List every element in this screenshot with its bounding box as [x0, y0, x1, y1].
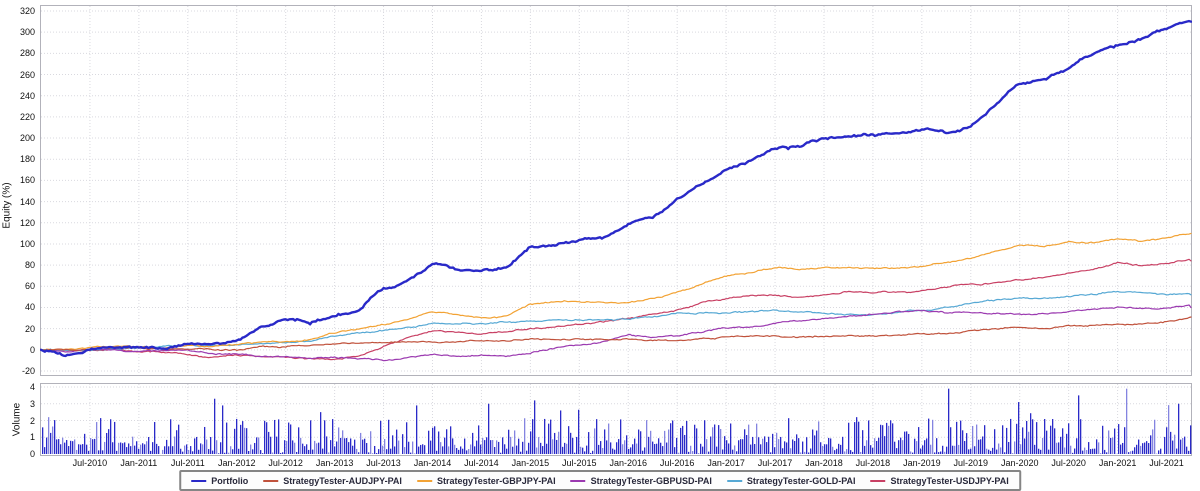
equity-y-tick-label: 100: [19, 238, 35, 249]
x-tick-label: Jan-2013: [315, 458, 354, 468]
legend-line-swatch-icon: [416, 479, 432, 482]
x-tick-label: Jul-2014: [464, 458, 499, 468]
x-tick-label: Jan-2018: [805, 458, 843, 468]
equity-y-tick-label: -20: [21, 366, 35, 376]
volume-y-tick-label: 4: [29, 382, 35, 392]
legend-label: StrategyTester-GBPUSD-PAI: [590, 475, 712, 486]
x-tick-label: Jul-2018: [855, 458, 891, 468]
legend-item: Portfolio: [191, 476, 248, 486]
legend-item: StrategyTester-GBPUSD-PAI: [570, 475, 712, 486]
x-tick-label: Jul-2017: [757, 458, 793, 468]
legend-line-swatch-icon: [263, 479, 279, 482]
volume-y-tick-label: 1: [29, 432, 35, 443]
legend-line-swatch-icon: [726, 479, 742, 482]
x-tick-label: Jul-2020: [1051, 458, 1086, 468]
equity-y-tick-label: 160: [19, 175, 35, 186]
x-tick-label: Jan-2019: [903, 458, 941, 468]
legend-label: StrategyTester-USDJPY-PAI: [890, 475, 1009, 486]
equity-y-tick-label: 300: [19, 27, 35, 38]
x-tick-label: Jan-2021: [1098, 458, 1137, 468]
equity-y-tick-label: 260: [19, 69, 35, 80]
legend-item: StrategyTester-GOLD-PAI: [726, 475, 856, 486]
equity-y-tick-label: 240: [19, 90, 35, 101]
legend-line-swatch-icon: [191, 479, 207, 482]
equity-y-tick-label: 180: [19, 154, 35, 165]
equity-y-tick-label: 200: [19, 133, 35, 144]
equity-y-tick-label: 280: [19, 48, 35, 59]
legend-line-swatch-icon: [870, 479, 886, 482]
equity-y-tick-label: 140: [19, 196, 35, 207]
equity-plot-area: [40, 5, 1192, 376]
equity-y-tick-label: 120: [19, 217, 35, 228]
volume-y-tick-label: 2: [29, 415, 35, 426]
legend-item: StrategyTester-AUDJPY-PAI: [263, 476, 402, 486]
volume-y-tick-label: 0: [29, 449, 35, 459]
legend-label: StrategyTester-GOLD-PAI: [746, 475, 856, 486]
x-tick-label: Jul-2010: [72, 458, 108, 468]
x-tick-label: Jan-2017: [707, 458, 745, 468]
equity-y-tick-label: 220: [19, 111, 35, 122]
legend-label: StrategyTester-AUDJPY-PAI: [283, 475, 402, 486]
x-tick-label: Jan-2011: [120, 458, 158, 468]
x-tick-label: Jul-2016: [659, 458, 695, 468]
legend-item: StrategyTester-USDJPY-PAI: [870, 475, 1009, 486]
x-tick-label: Jul-2012: [268, 458, 303, 468]
legend-item: StrategyTester-GBPJPY-PAI: [416, 475, 556, 486]
volume-plot-area: [40, 383, 1192, 456]
x-tick-label: Jul-2015: [562, 458, 597, 468]
x-tick-label: Jul-2011: [170, 458, 205, 468]
equity-y-tick-label: 320: [19, 6, 35, 16]
legend-line-swatch-icon: [570, 479, 586, 482]
legend-label: StrategyTester-GBPJPY-PAI: [436, 475, 556, 486]
x-tick-label: Jul-2019: [953, 458, 989, 468]
x-tick-label: Jan-2020: [1000, 458, 1039, 468]
equity-y-tick-label: 20: [24, 323, 35, 334]
equity-y-tick-label: 60: [24, 281, 35, 292]
x-tick-label: Jan-2015: [511, 458, 550, 468]
x-tick-label: Jul-2021: [1149, 458, 1184, 468]
volume-y-tick-label: 3: [29, 398, 35, 409]
legend-box: Portfolio StrategyTester-AUDJPY-PAI Strate…: [179, 470, 1021, 491]
x-tick-label: Jan-2014: [413, 458, 452, 468]
equity-y-tick-label: 80: [24, 260, 35, 271]
x-tick-label: Jul-2013: [366, 458, 401, 468]
legend-label: Portfolio: [211, 475, 249, 486]
equity-y-tick-label: 40: [24, 302, 35, 313]
x-tick-label: Jan-2012: [217, 458, 256, 468]
equity-y-tick-label: 0: [29, 344, 35, 355]
x-tick-label: Jan-2016: [609, 458, 647, 468]
